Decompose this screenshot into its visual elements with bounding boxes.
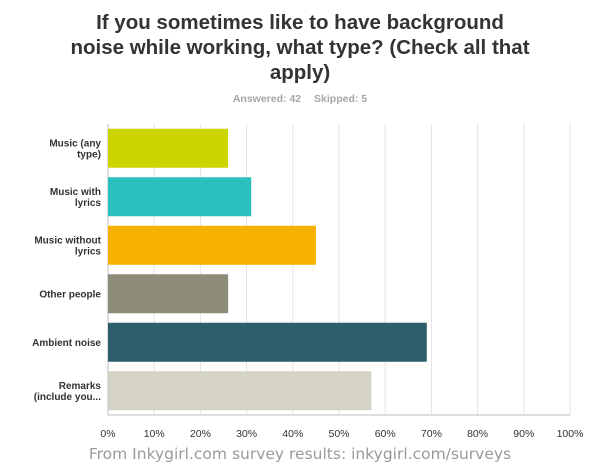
bar xyxy=(108,371,372,411)
bars xyxy=(108,128,427,411)
answered-count: Answered: 42 xyxy=(232,93,302,105)
category-label: Music with xyxy=(50,187,101,198)
response-stats: Answered: 42 Skipped: 5 xyxy=(0,93,600,105)
category-label: type) xyxy=(77,149,101,160)
x-tick-label: 50% xyxy=(328,428,349,440)
bar xyxy=(108,322,427,362)
x-tick-label: 10% xyxy=(144,428,165,440)
bar xyxy=(108,274,229,314)
skipped-count: Skipped: 5 xyxy=(314,93,368,105)
bar xyxy=(108,177,252,217)
category-label: Remarks xyxy=(59,381,102,392)
x-tick-label: 70% xyxy=(421,428,442,440)
x-tick-labels: 0% 10% 20% 30% 40% 50% 60% 70% 80% 90% 100% xyxy=(100,428,583,440)
x-tick-label: 100% xyxy=(557,428,584,440)
category-label: Ambient noise xyxy=(32,338,101,349)
x-tick-label: 30% xyxy=(236,428,257,440)
x-tick-label: 80% xyxy=(467,428,488,440)
category-label: Music without xyxy=(34,235,101,246)
chart-title: If you sometimes like to have background… xyxy=(70,11,530,84)
x-tick-label: 20% xyxy=(190,428,211,440)
category-label: Music (any xyxy=(49,138,101,149)
x-tick-label: 0% xyxy=(100,428,115,440)
grid-lines xyxy=(107,124,571,416)
bar xyxy=(108,128,229,168)
x-tick-label: 40% xyxy=(282,428,303,440)
category-label: lyrics xyxy=(75,198,102,209)
bar xyxy=(108,225,316,265)
category-label: (include you... xyxy=(34,392,101,403)
x-tick-label: 60% xyxy=(375,428,396,440)
source-footer: From Inkygirl.com survey results: inkygi… xyxy=(88,445,512,463)
category-label: lyrics xyxy=(75,246,102,257)
x-tick-label: 90% xyxy=(513,428,534,440)
category-label: Other people xyxy=(39,289,101,300)
